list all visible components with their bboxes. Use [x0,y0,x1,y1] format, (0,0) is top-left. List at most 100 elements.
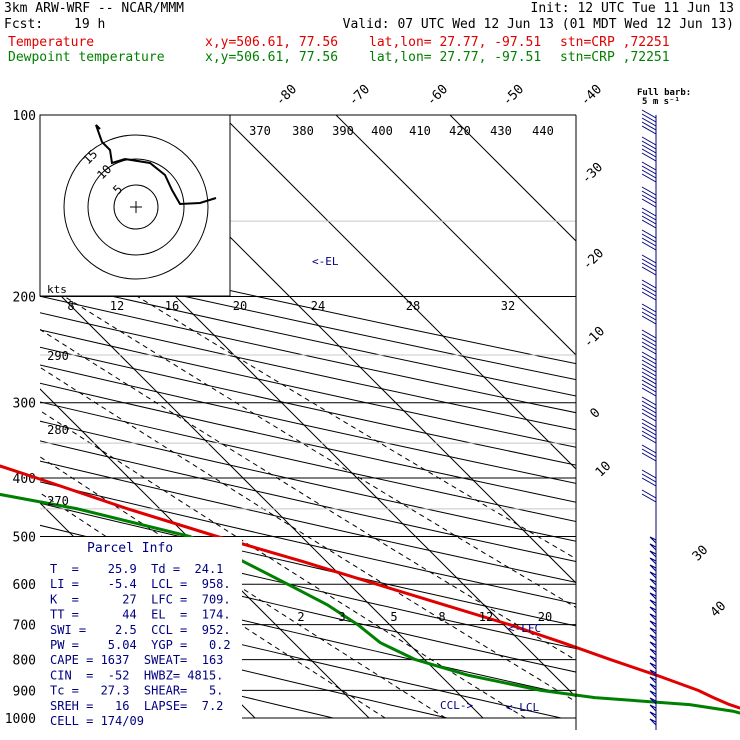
hodograph-speed-unit: kts [47,283,67,296]
temperature-point-850 [656,674,658,677]
lfc-marker: <-LFC [508,622,541,635]
wind-barb-low-level [649,718,657,726]
wind-barb-flag [641,355,657,365]
temperature-station: stn=CRP ,72251 [560,35,670,50]
wind-barb-flag [641,434,657,444]
wind-barb-low-level [649,585,657,593]
temperature-point-750 [561,641,564,644]
isentrope-label-390: 390 [332,124,354,138]
wind-barb-flag [641,229,657,239]
wind-barb-low-level [649,564,657,572]
wind-barb-flag [641,379,657,389]
wind-barb-low-level [649,641,657,649]
mixing-ratio-label-upper-24: 24 [311,299,325,313]
wind-barb-low-level [649,662,657,670]
wind-barb-flag [641,125,657,135]
isotherm-40 [335,115,576,356]
hodograph-panel [39,114,231,297]
wind-barb-low-level [649,697,657,705]
wind-barb-low-level [649,704,657,712]
pressure-tick-900: 900 [13,684,36,699]
wind-barb-low-level [649,676,657,684]
mixing-ratio-label-lower-2: 2 [297,610,304,624]
model-title: 3km ARW-WRF -- NCAR/MMM [4,1,185,16]
mixing-ratio-label-lower-3: 3 [338,610,345,624]
wind-barb-flag [641,287,657,297]
dry-adiabat-330 [40,481,576,605]
wind-barb-flag [641,258,657,268]
temperature-legend-label: Temperature [8,35,95,50]
wind-barb-low-level [649,578,657,586]
wind-barb-flag [641,121,657,131]
wind-barb-flag [641,477,657,487]
wind-barb-low-level [649,536,657,544]
parcel-info-row: CIN = -52 HWBZ= 4815. [50,668,223,682]
fcst-label: Fcst: [4,17,44,32]
wind-barb-low-level [649,690,657,698]
wind-barb-flag [641,279,657,289]
wind-barb-flag [641,194,657,204]
wind-barb-flag [641,165,657,175]
wind-barb-flag [641,169,657,179]
wind-barb-flag [641,237,657,247]
parcel-info-row: SWI = 2.5 CCL = 952. [50,623,231,637]
wind-barb-flag [641,387,657,397]
wind-barb-low-level [649,550,657,558]
isentrope-label-430: 430 [490,124,512,138]
wind-barb-flag [641,371,657,381]
parcel-info-row: T = 25.9 Td = 24.1 [50,562,223,576]
wind-barb-flag [641,333,657,343]
isentrope-label-420: 420 [449,124,471,138]
dewpoint-point-900 [540,689,542,692]
wind-barb-flag [641,337,657,347]
wind-barb-low-level [649,620,657,628]
wind-barb-flag [641,444,657,454]
dewpoint-point-700 [356,623,359,626]
isentrope-label-440: 440 [532,124,554,138]
dry-adiabat-320 [40,502,576,627]
dewpoint-xy: x,y=506.61, 77.56 [205,50,339,65]
isotherm-label--30: -30 [579,160,606,187]
temperature-point-950 [728,703,731,706]
wind-barb-flag [641,408,657,418]
temperature-point-700 [508,623,511,626]
dewpoint-point-800 [414,658,417,661]
wind-barb-low-level [649,599,657,607]
wind-barb-flag [641,329,657,339]
isentrope-label-400: 400 [371,124,393,138]
mixing-ratio-label-lower-5: 5 [390,610,397,624]
dry-adiabat-340 [40,460,576,583]
mixing-ratio-label-lower-8: 8 [438,610,445,624]
hodograph-ring-1 [113,184,159,230]
dewpoint-latlon: lat,lon= 27.77, -97.51 [369,50,542,65]
mixing-ratio-label-lower-20: 20 [538,610,552,624]
wind-barb-flag [641,341,657,351]
dewpoint-point-450 [77,508,79,510]
hodograph-trace [95,124,217,206]
temperature-latlon: lat,lon= 27.77, -97.51 [369,35,542,50]
temperature-point-650 [444,604,447,606]
wind-barb-flag [641,117,657,127]
temperature-point-600 [375,583,378,585]
isotherm-label--70: -70 [346,82,373,109]
isotherm-label--60: -60 [424,82,451,109]
wind-barb-flag [641,311,657,321]
wind-barb-flag [641,375,657,385]
mixing-ratio-label-upper-16: 16 [165,299,179,313]
isotherm-label--40: -40 [578,82,605,109]
dewpoint-point-925 [594,696,596,699]
wind-barb-flag [641,315,657,325]
wind-barb-flag [641,307,657,317]
wind-barb-flag [641,207,657,217]
wind-barb-flag [641,190,657,200]
mixing-ratio-8 [40,366,576,703]
parcel-info-row: Tc = 27.3 SHEAR= 5. [50,684,223,698]
wind-barb-flag [641,489,657,499]
parcel-info-panel [40,537,242,727]
ccl-marker: CCL-> [440,699,473,712]
wind-barb-flag [641,493,657,503]
wind-barb-flag [641,473,657,483]
isentrope-label-380: 380 [292,124,314,138]
isotherm-label--80: -80 [273,82,300,109]
